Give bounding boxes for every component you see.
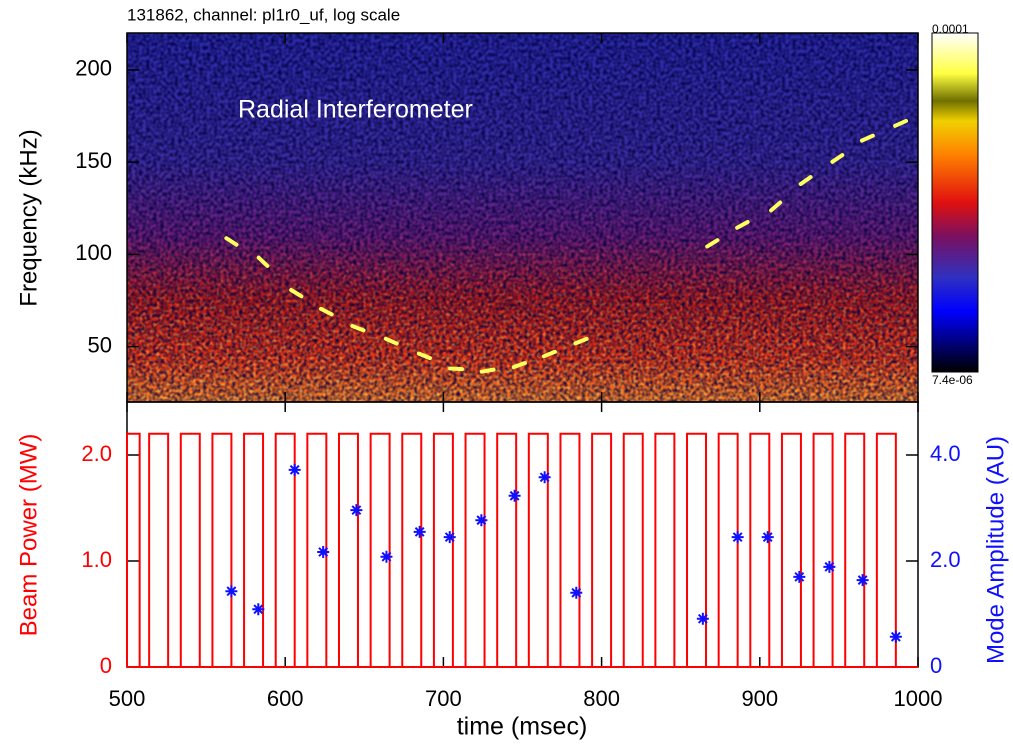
beam-pulse: [527, 432, 549, 667]
x-axis-label: time (msec): [457, 713, 588, 741]
mode-trace: [769, 200, 783, 213]
mode-amplitude-point: [475, 514, 488, 527]
y-tick-label: 1.0: [81, 547, 112, 572]
beam-pulse: [717, 432, 739, 667]
y-tick-label: 100: [75, 240, 112, 265]
plot-frame: [126, 401, 919, 668]
mode-trace: [541, 349, 557, 359]
mode-trace: [893, 118, 909, 128]
y-axis-label: Beam Power (MW): [15, 434, 42, 637]
mode-amplitude-point: [570, 586, 583, 599]
colorbar-tick-label: 0.0001: [932, 22, 969, 36]
beam-pulse: [496, 432, 518, 667]
beam-pulse: [243, 432, 265, 667]
beam-pulse: [622, 432, 644, 667]
beam-pulse: [844, 432, 866, 667]
mode-amplitude-point: [761, 531, 774, 544]
beam-pulse: [591, 432, 613, 667]
mode-trace: [859, 133, 875, 143]
chart-title: 131862, channel: pl1r0_uf, log scale: [127, 5, 400, 24]
mode-amplitude-point: [793, 570, 806, 583]
mode-amplitude-point: [413, 525, 426, 538]
beam-pulse: [432, 432, 454, 667]
beam-pulse: [337, 432, 359, 667]
mode-trace: [383, 336, 399, 346]
mode-trace: [830, 153, 845, 164]
mode-trace: [416, 351, 432, 361]
y-tick-label: 50: [88, 332, 112, 357]
mode-trace: [735, 219, 750, 230]
y-tick-label: 150: [75, 148, 112, 173]
mode-amplitude-point: [350, 504, 363, 517]
y2-tick-label: 0: [930, 653, 942, 678]
mode-trace: [350, 324, 366, 333]
mode-amplitude-point: [443, 531, 456, 544]
beam-pulse: [148, 432, 170, 667]
beam-pulse: [780, 432, 802, 667]
mode-amplitude-point: [252, 603, 265, 616]
mode-trace: [705, 238, 720, 249]
beam-pulse: [654, 432, 676, 667]
y2-tick-label: 4.0: [930, 441, 961, 466]
y-tick-label: 0: [100, 653, 112, 678]
mode-amplitude-point: [856, 574, 869, 587]
mode-trace: [224, 236, 239, 247]
beam-pulse: [749, 432, 771, 667]
beam-pulse: [401, 432, 423, 667]
y2-axis-label: Mode Amplitude (AU): [982, 436, 1009, 664]
mode-amplitude-point: [317, 545, 330, 558]
mode-amplitude-point: [538, 471, 551, 484]
y2-tick-label: 2.0: [930, 547, 961, 572]
x-tick-label: 500: [109, 686, 146, 711]
mode-trace: [256, 255, 270, 268]
mode-amplitude-point: [288, 463, 301, 476]
mode-amplitude-point: [225, 585, 238, 598]
beam-pulse: [306, 432, 328, 667]
x-tick-label: 1000: [894, 686, 943, 711]
x-tick-label: 800: [583, 686, 620, 711]
beam-pulse: [464, 432, 486, 667]
beam-pulse: [179, 432, 201, 667]
beam-pulse: [686, 432, 708, 667]
colorbar-tick-label: 7.4e-06: [932, 373, 973, 387]
y-axis-label: Frequency (kHz): [15, 129, 42, 306]
mode-trace: [289, 288, 304, 299]
beam-pulse: [875, 432, 897, 667]
y-tick-label: 2.0: [81, 441, 112, 466]
mode-amplitude-point: [380, 550, 393, 563]
annotation: Radial Interferometer: [238, 96, 473, 124]
mode-trace: [319, 306, 334, 317]
mode-amplitude-point: [823, 560, 836, 573]
beam-pulse: [211, 432, 233, 667]
x-tick-label: 600: [267, 686, 304, 711]
mode-trace: [479, 367, 496, 374]
x-tick-label: 900: [741, 686, 778, 711]
beam-pulse: [812, 432, 834, 667]
mode-amplitude-point: [508, 489, 521, 502]
spectrogram-noise: [127, 33, 918, 402]
beam-pulse: [274, 432, 296, 667]
mode-trace: [798, 175, 813, 187]
mode-amplitude-point: [731, 531, 744, 544]
mode-amplitude-point: [889, 630, 902, 643]
y-tick-label: 200: [75, 56, 112, 81]
beam-pulse: [559, 432, 581, 667]
x-tick-label: 700: [425, 686, 462, 711]
mode-amplitude-point: [696, 612, 709, 625]
mode-trace: [448, 366, 465, 372]
beam-pulse: [369, 432, 391, 667]
beam-pulse: [126, 432, 141, 667]
colorbar: [931, 32, 979, 373]
mode-trace: [573, 336, 589, 346]
mode-trace: [511, 361, 527, 370]
